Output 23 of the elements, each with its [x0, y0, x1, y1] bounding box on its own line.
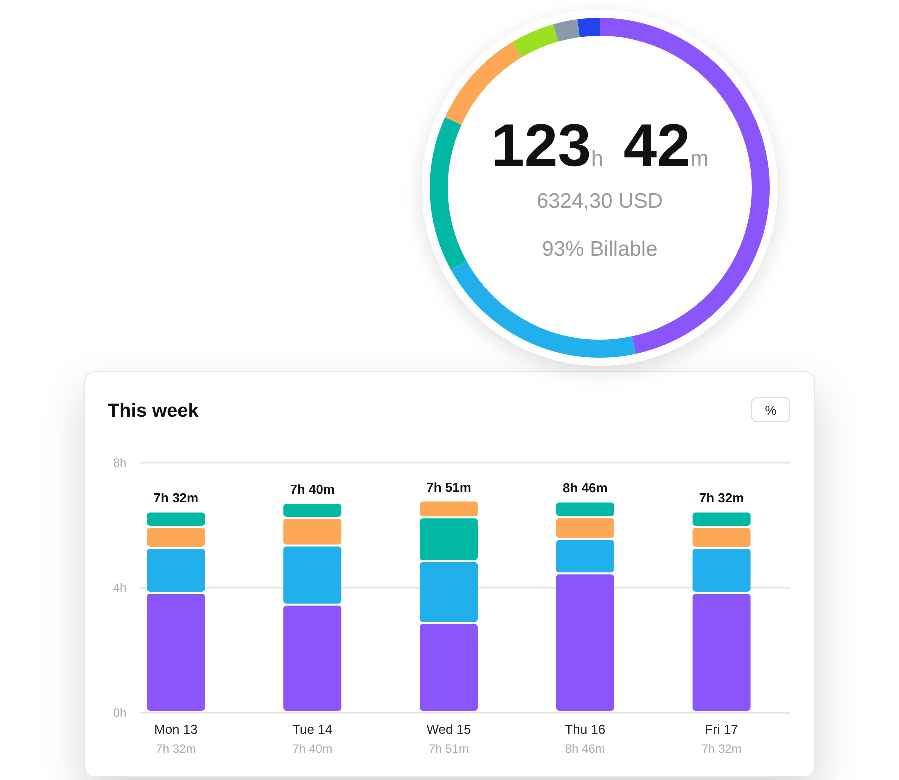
total-label: 7h 51m [426, 480, 472, 495]
text: 7h 51m [428, 742, 470, 756]
chart-title: This week [108, 401, 200, 422]
x-tick-label: Mon 13 [154, 722, 198, 737]
text: 8h 46m [565, 742, 606, 756]
text: 123h 42m [491, 112, 709, 179]
y-tick-label: 0h [113, 706, 127, 720]
x-tick-label: Fri 17 [705, 722, 738, 737]
text: 93% Billable [542, 238, 658, 261]
toggle-button: % [752, 398, 790, 422]
text: 6324,30 USD [536, 190, 664, 213]
y-tick-label: 8h [113, 456, 127, 470]
text: 7h 32m [702, 742, 742, 756]
total-label: 7h 32m [154, 490, 199, 506]
x-tick-label: Thu 16 [565, 722, 606, 737]
total-label: 7h 32m [699, 490, 744, 506]
text: 7h 32m [156, 742, 196, 756]
x-tick-label: Tue 14 [292, 722, 333, 737]
y-tick-label: 4h [113, 581, 127, 595]
text: 7h 40m [292, 742, 333, 756]
total-label: 7h 40m [290, 482, 336, 497]
total-label: 8h 46m [562, 480, 608, 496]
x-tick-label: Wed 15 [426, 722, 472, 737]
